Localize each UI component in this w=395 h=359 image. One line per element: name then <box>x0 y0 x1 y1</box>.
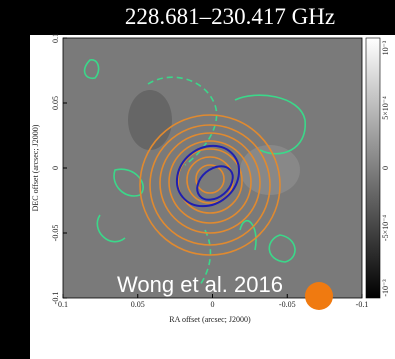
colorbar-tick-label: 10⁻³ <box>381 40 390 55</box>
logo-dot <box>305 282 333 310</box>
credit: Wong et al. 2016 <box>117 272 283 297</box>
x-tick-label: -0.05 <box>279 300 296 309</box>
colorbar-tick-label: 0 <box>381 166 390 170</box>
x-tick-label: 0.05 <box>131 300 145 309</box>
colorbar-tick-label: 5×10⁻⁴ <box>381 96 390 120</box>
colorbar <box>366 38 380 298</box>
colorbar-tick-label: -10⁻³ <box>381 279 390 297</box>
y-tick-label: -0.1 <box>51 292 60 305</box>
y-tick-label: 0 <box>51 166 60 170</box>
y-tick-label: 0.05 <box>51 96 60 110</box>
title: 228.681–230.417 GHz <box>125 4 335 29</box>
y-axis-label: DEC offset (arcsec; J2000) <box>31 124 40 211</box>
y-tick-label: -0.05 <box>51 225 60 242</box>
x-axis-label: RA offset (arcsec; J2000) <box>169 315 251 324</box>
x-tick-label: 0 <box>211 300 215 309</box>
x-tick-label: -0.1 <box>356 300 369 309</box>
y-tick-label: 0.1 <box>51 33 60 43</box>
colorbar-tick-label: -5×10⁻⁴ <box>381 215 390 241</box>
figure: 228.681–230.417 GHz RA offset (arcsec; J… <box>0 0 395 359</box>
